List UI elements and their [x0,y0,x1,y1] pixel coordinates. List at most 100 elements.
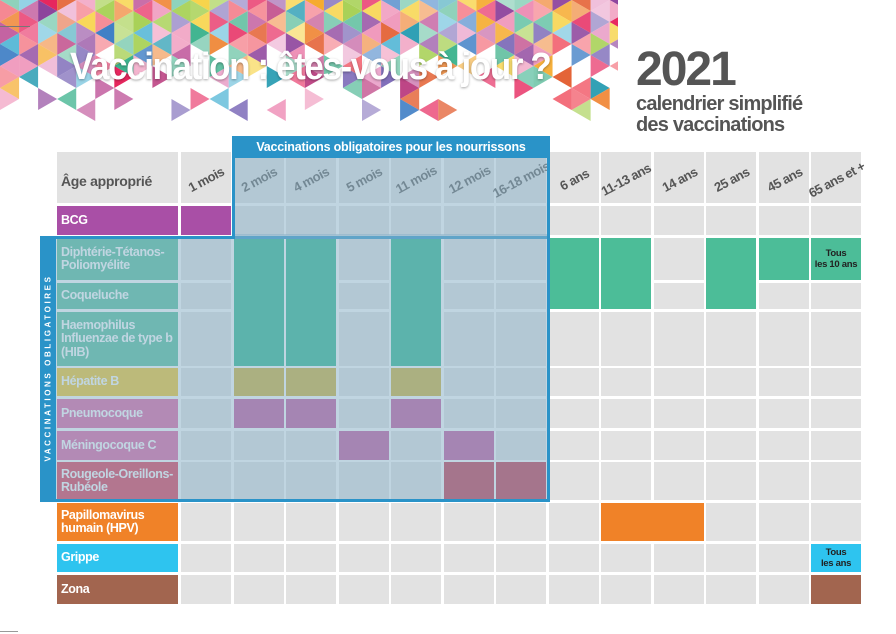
grid-cell [234,206,284,235]
dose-dtp-coqueluche [601,238,651,309]
hex-facet [381,22,401,44]
grid-cell [759,283,809,309]
hex-facet [285,11,305,33]
hex-facet [495,55,515,77]
grid-cell [181,312,231,366]
hex-facet [38,33,58,55]
hex-facet [95,33,115,55]
hex-facet [381,11,401,33]
hex-facet [476,0,496,22]
hex-facet [76,0,96,22]
grid-cell [811,283,861,309]
hex-facet [438,11,458,33]
hex-facet [419,44,439,66]
hex-facet [400,66,420,88]
hex-facet [171,55,191,77]
hex-facet [190,33,210,55]
hex-facet [171,11,191,33]
grid-cell [391,575,441,604]
hex-facet [38,55,58,77]
hex-facet [228,55,248,77]
row-label-dtp: Diphtérie-Tétanos- Poliomyélite [57,238,178,280]
hex-facet [114,66,134,88]
hex-facet [0,22,20,44]
age-label: 1 mois [185,163,227,196]
row-label-grippe: Grippe [57,544,178,572]
hex-facet [285,66,305,88]
hex-facet [38,88,58,110]
grid-cell [391,206,441,235]
grid-cell [759,312,809,366]
grid-cell [549,575,599,604]
hex-facet [419,0,439,11]
hex-facet [152,33,172,55]
hex-facet [57,11,77,33]
hex-facet [323,11,343,33]
grid-cell [286,503,336,541]
grid-cell [339,312,389,366]
hex-facet [342,11,362,33]
hex-facet [266,11,286,33]
grid-cell [706,462,756,500]
mandatory-side-band [40,236,56,500]
hex-facet [495,22,515,44]
age-header-cell: 11 mois [391,152,441,203]
age-label: 5 mois [343,163,385,196]
hex-facet [438,99,458,121]
grid-cell [549,368,599,396]
hex-facet [571,11,591,33]
grid-cell [444,312,494,366]
hex-facet [552,11,572,33]
hex-facet [76,11,96,33]
grid-cell [706,503,756,541]
age-label: 11 mois [393,162,440,197]
grid-cell [601,544,651,572]
crop-mark [0,26,30,27]
hex-facet [552,33,572,55]
hex-facet [361,0,382,11]
hex-facet [381,66,401,88]
dose-meningocoque [339,431,389,460]
hex-facet [361,0,382,22]
hex-facet [400,22,420,44]
hex-facet [228,44,248,66]
grid-cell [286,575,336,604]
hex-facet [133,0,153,22]
age-header-cell: 12 mois [444,152,494,203]
grid-cell [234,575,284,604]
grid-cell [654,206,704,235]
hex-facet [247,55,267,77]
hex-facet [609,0,618,22]
grid-cell [339,206,389,235]
vaccine-name: Hépatite B [61,374,119,389]
age-label: 16-18 mois [490,158,553,201]
hex-facet [495,33,515,55]
hex-facet [171,22,191,44]
hex-facet [514,77,534,99]
hex-facet [0,33,20,55]
grid-cell [549,462,599,500]
crop-mark [0,631,18,632]
hex-facet [514,11,534,33]
page-title: Vaccination : êtes-vous à jour ? [70,46,552,88]
hex-facet [0,88,20,110]
grid-cell [654,238,704,280]
age-header-cell: 25 ans [706,152,756,203]
hex-facet [76,44,96,66]
hex-facet [571,77,591,99]
age-label: 45 ans [764,164,805,195]
row-label-hepb: Hépatite B [57,368,178,396]
grid-cell [759,544,809,572]
hex-facet [342,0,362,11]
grid-cell [496,238,546,280]
age-header-cell: 1 mois [181,152,231,203]
grid-cell [339,399,389,428]
hex-facet [76,55,96,77]
hex-facet [38,0,58,22]
age-label: 12 mois [445,162,493,197]
age-header-cell: 4 mois [286,152,336,203]
hex-facet [95,55,115,77]
grid-cell [654,462,704,500]
hex-facet [361,44,382,66]
hex-facet [228,11,248,33]
